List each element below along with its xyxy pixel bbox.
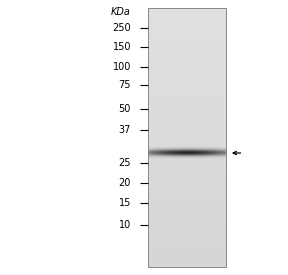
Text: 25: 25	[119, 158, 131, 168]
Text: 37: 37	[119, 125, 131, 135]
Text: 100: 100	[113, 62, 131, 72]
Text: 150: 150	[113, 42, 131, 51]
Text: 50: 50	[119, 104, 131, 114]
Bar	[148, 8, 226, 267]
Text: 10: 10	[119, 220, 131, 230]
Text: KDa: KDa	[111, 7, 131, 17]
Text: 20: 20	[119, 178, 131, 188]
Text: 250: 250	[112, 23, 131, 33]
Text: 75: 75	[119, 79, 131, 89]
Text: 15: 15	[119, 199, 131, 208]
